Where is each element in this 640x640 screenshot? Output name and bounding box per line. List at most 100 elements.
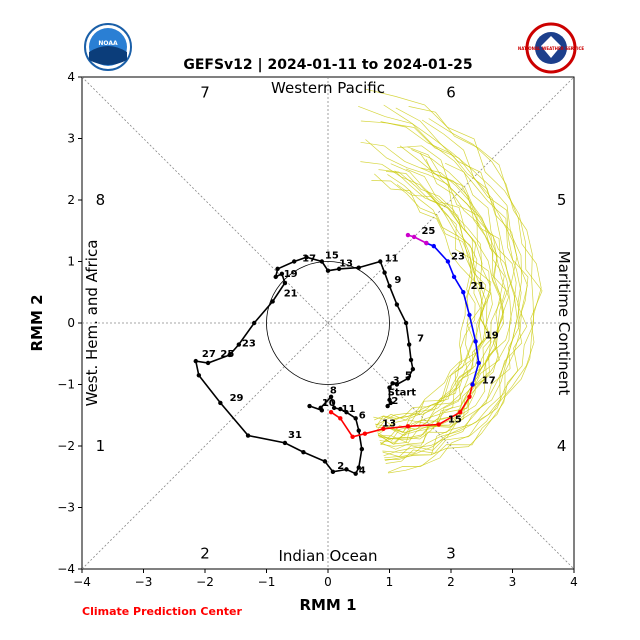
series-point xyxy=(336,266,342,272)
series-point xyxy=(252,320,257,326)
series-point xyxy=(411,234,417,240)
ensemble-member-line xyxy=(358,105,522,458)
series-point xyxy=(431,243,436,249)
chart-title: GEFSv12 | 2024-01-11 to 2024-01-25 xyxy=(183,57,472,73)
series-point xyxy=(328,394,334,399)
series-point xyxy=(436,422,441,427)
series-point xyxy=(270,299,275,304)
unit-circle xyxy=(266,261,390,385)
phase-number-4: 4 xyxy=(557,437,567,455)
series-point xyxy=(382,270,387,275)
point-label: 17 xyxy=(302,254,316,265)
series-point xyxy=(307,403,312,409)
series-point xyxy=(390,381,395,386)
point-label: 15 xyxy=(325,250,339,261)
series-point xyxy=(245,433,251,438)
ensemble-member-line xyxy=(387,106,542,473)
x-tick-label: 1 xyxy=(386,575,394,589)
nws-logo: NATIONAL WEATHER SERVICE xyxy=(518,22,584,74)
ensemble-member-line xyxy=(377,169,492,433)
point-label: 2 xyxy=(391,396,398,407)
x-axis-label: RMM 1 xyxy=(299,596,356,614)
series-point xyxy=(193,358,198,364)
point-label: 19 xyxy=(284,269,298,280)
y-tick-label: 0 xyxy=(67,316,75,330)
series-point xyxy=(356,465,361,470)
series-point xyxy=(205,360,211,366)
series-point xyxy=(322,459,328,464)
series-point xyxy=(344,467,349,472)
series-point xyxy=(344,409,349,415)
point-labels: 2345678910111113131515171719192121232325… xyxy=(202,226,499,477)
point-label: 25 xyxy=(421,226,435,237)
point-label: 3 xyxy=(393,375,400,386)
phase-guide-lines xyxy=(81,76,575,570)
y-tick-label: −1 xyxy=(57,378,75,392)
start-label: Start xyxy=(388,388,417,399)
x-tick-label: 0 xyxy=(324,575,332,589)
series-point xyxy=(353,471,358,476)
ensemble-member-line xyxy=(379,149,512,450)
series-point xyxy=(291,259,297,264)
series-point xyxy=(359,446,365,452)
series-point xyxy=(282,440,288,446)
ensemble-member-line xyxy=(380,145,509,445)
series-point xyxy=(467,394,472,399)
series-point xyxy=(362,431,368,436)
series-point xyxy=(196,373,202,378)
point-label: 13 xyxy=(382,418,396,429)
series-point xyxy=(470,382,475,387)
point-label: 5 xyxy=(405,370,412,381)
y-tick-label: 4 xyxy=(67,70,75,84)
series-point xyxy=(408,357,414,363)
ensemble-member-line xyxy=(365,139,493,443)
forecast-series xyxy=(193,232,481,476)
ensemble-member-line xyxy=(380,121,520,459)
series-point xyxy=(473,339,478,344)
x-tick-label: −3 xyxy=(135,575,153,589)
series-point xyxy=(405,232,411,238)
ensemble-member-line xyxy=(380,162,517,447)
y-tick-label: −3 xyxy=(57,501,75,515)
x-tick-label: −2 xyxy=(196,575,214,589)
y-tick-label: 3 xyxy=(67,132,75,146)
phase-number-2: 2 xyxy=(200,545,210,563)
phase-number-6: 6 xyxy=(446,83,456,101)
series-point xyxy=(424,240,429,246)
series-point xyxy=(451,274,457,280)
phase-number-5: 5 xyxy=(557,191,567,209)
series-point xyxy=(387,385,392,390)
point-label: 11 xyxy=(342,404,356,415)
point-label: 23 xyxy=(242,338,256,349)
phase-number-3: 3 xyxy=(446,545,456,563)
series-point xyxy=(388,400,393,406)
series-point xyxy=(378,259,383,264)
series-line-1 xyxy=(330,384,474,438)
point-label: 10 xyxy=(322,398,336,409)
x-tick-label: 2 xyxy=(447,575,455,589)
point-label: 11 xyxy=(385,254,399,265)
series-point xyxy=(318,405,323,411)
noaa-logo: NOAA xyxy=(84,23,132,71)
region-label-top: Western Pacific xyxy=(271,79,385,97)
series-point xyxy=(275,266,280,272)
phase-number-1: 1 xyxy=(96,437,106,455)
point-label: 29 xyxy=(230,393,244,404)
series-point xyxy=(445,259,451,264)
point-label: 4 xyxy=(359,466,366,477)
cpc-credit: Climate Prediction Center xyxy=(82,605,242,618)
phase-number-8: 8 xyxy=(96,191,106,209)
point-label: 15 xyxy=(448,415,462,426)
point-label: 31 xyxy=(288,430,302,441)
point-label: 21 xyxy=(471,281,485,292)
series-point xyxy=(405,376,411,381)
series-point xyxy=(387,283,392,289)
point-label: 23 xyxy=(451,252,465,263)
series-point xyxy=(410,366,416,372)
x-tick-label: 3 xyxy=(509,575,517,589)
series-point xyxy=(467,312,472,318)
series-point xyxy=(394,302,400,307)
